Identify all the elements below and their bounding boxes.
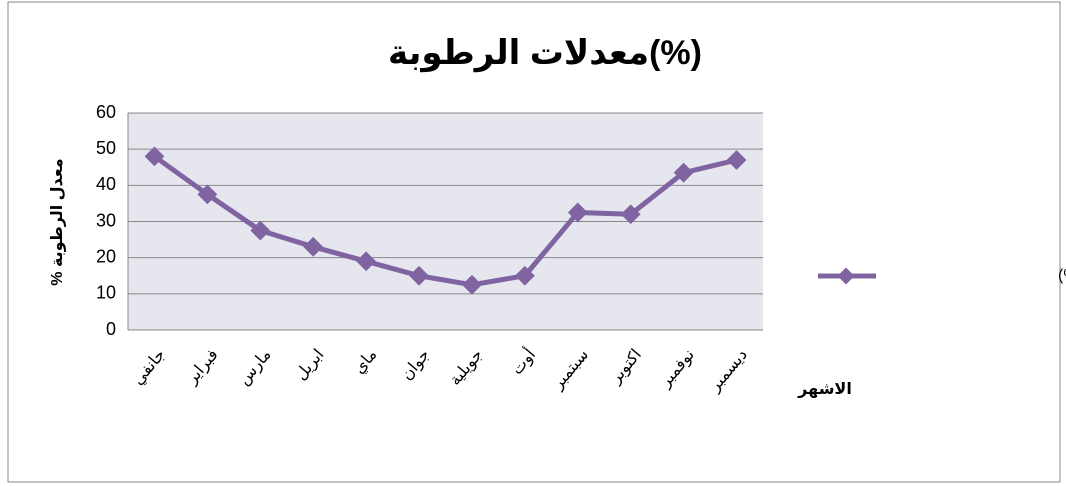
y-tick-label: 60 xyxy=(96,102,116,122)
legend-marker xyxy=(837,267,855,285)
marker xyxy=(514,265,535,286)
y-tick-label: 0 xyxy=(106,319,116,339)
marker xyxy=(144,146,165,167)
marker xyxy=(197,184,218,205)
x-axis-label: الاشهر xyxy=(797,381,852,398)
marker xyxy=(303,236,324,257)
marker xyxy=(462,274,482,295)
marker xyxy=(409,265,429,286)
y-tick-label: 40 xyxy=(96,174,116,194)
y-tick-label: 50 xyxy=(96,138,116,158)
y-tick-label: 10 xyxy=(96,283,116,303)
chart-title: معدلات الرطوبة(%) xyxy=(388,34,702,73)
line xyxy=(153,154,738,288)
y-axis-label: % معدل الرطوبة xyxy=(49,158,66,285)
y-tick-label: 30 xyxy=(96,210,116,230)
marker xyxy=(250,220,271,241)
legend-label: معدلات الرطوبة(%) xyxy=(1058,267,1066,285)
y-tick-label: 20 xyxy=(96,246,116,266)
